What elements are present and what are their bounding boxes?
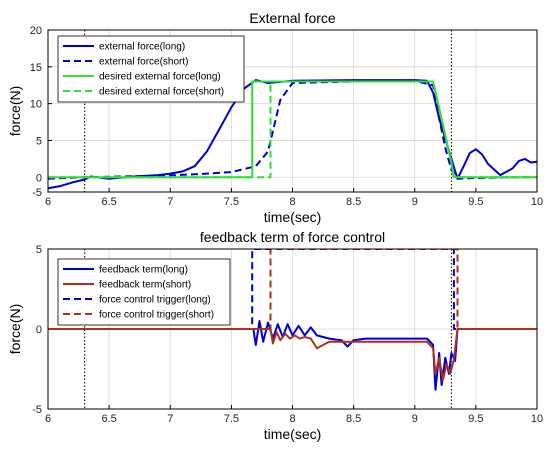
y-tick-label: 0 (36, 324, 42, 336)
legend: feedback term(long) feedback term(short) f… (57, 258, 231, 326)
x-axis-label: time(sec) (264, 426, 322, 442)
y-tick-label: 5 (36, 135, 42, 147)
x-tick-label: 10 (531, 413, 543, 425)
y-axis-label: force(N) (7, 86, 23, 137)
x-tick-label: 8 (289, 196, 295, 208)
y-tick-label: 10 (30, 99, 42, 111)
y-tick-label: 20 (30, 25, 42, 37)
y-tick-label: 0 (36, 172, 42, 184)
legend-label: external force(long) (99, 42, 185, 53)
axes-box (47, 29, 538, 193)
x-axis-label: time(sec) (264, 209, 322, 225)
x-tick-label: 8 (289, 413, 295, 425)
chart-title: External force (249, 10, 336, 26)
legend: external force(long) external force(short… (57, 35, 245, 103)
chart-external-force: 6 6.5 7 7.5 8 8.5 9 9.5 10 -5 0 5 10 15 20 External for… (7, 10, 543, 225)
x-tick-label: 7.5 (224, 196, 239, 208)
legend-label: desired external force(long) (99, 72, 221, 83)
legend-label: external force(short) (99, 57, 188, 68)
series-group (48, 79, 537, 190)
x-tick-label: 7.5 (224, 413, 239, 425)
x-tick-label: 9 (412, 413, 418, 425)
x-tick-label: 9.5 (468, 196, 483, 208)
series-line-1 (48, 328, 537, 382)
x-tick-label: 8.5 (346, 196, 361, 208)
legend-label: feedback term(long) (99, 265, 188, 276)
legend-label: force control trigger(long) (99, 295, 211, 306)
x-tick-label: 8.5 (346, 413, 361, 425)
axes-box (47, 248, 538, 410)
legend-label: feedback term(short) (99, 280, 191, 291)
y-tick-label: 15 (30, 62, 42, 74)
x-tick-label: 6.5 (101, 196, 116, 208)
x-tick-label: 6 (45, 413, 51, 425)
legend-label: desired external force(short) (99, 87, 224, 98)
x-tick-label: 7 (167, 196, 173, 208)
x-tick-label: 9 (412, 196, 418, 208)
series-line-3 (48, 80, 537, 179)
x-tick-label: 9.5 (468, 413, 483, 425)
x-tick-label: 6.5 (101, 413, 116, 425)
x-tick-label: 10 (531, 196, 543, 208)
chart-title: feedback term of force control (200, 229, 385, 245)
x-tick-label: 7 (167, 413, 173, 425)
legend-label: force control trigger(short) (99, 310, 214, 321)
y-tick-label: -5 (32, 404, 42, 416)
y-tick-label: 5 (36, 244, 42, 256)
y-tick-label: -5 (32, 187, 42, 199)
series-group (48, 249, 537, 391)
series-line-1 (48, 79, 537, 180)
y-axis-label: force(N) (7, 304, 23, 355)
x-tick-label: 6 (45, 196, 51, 208)
chart-feedback-term: 6 6.5 7 7.5 8 8.5 9 9.5 10 -5 0 5 feedback term of f… (7, 229, 543, 442)
